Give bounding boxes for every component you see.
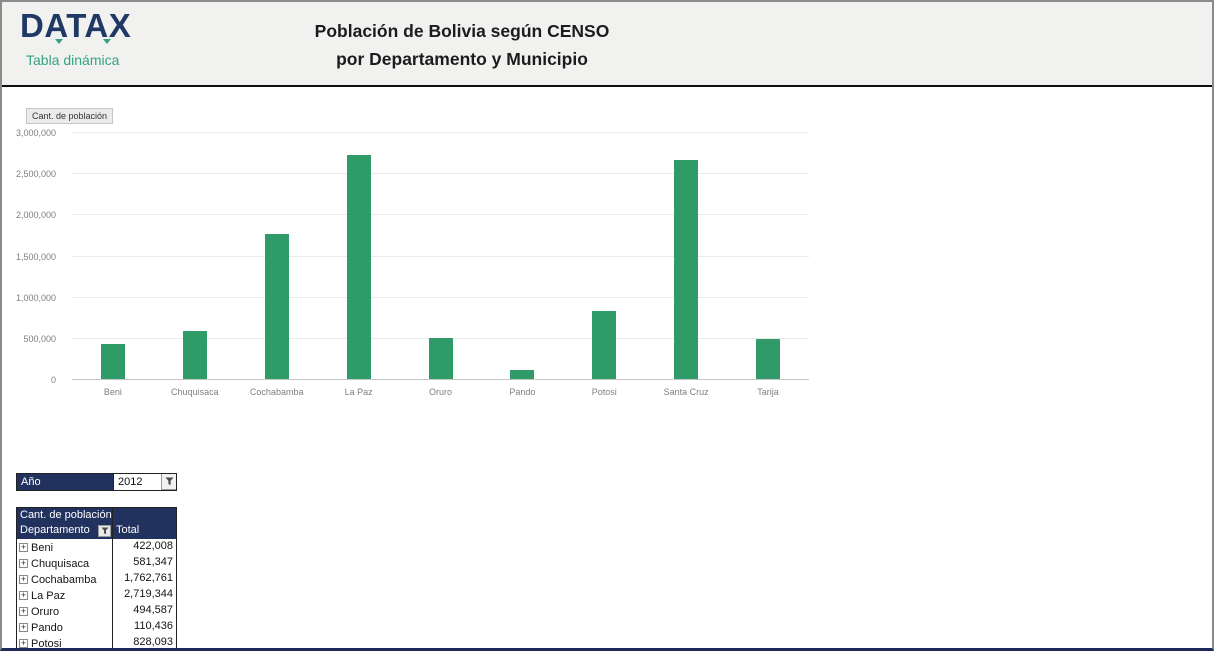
year-filter: Año 2012: [16, 473, 177, 491]
logo-tagline: Tabla dinámica: [26, 52, 120, 68]
chart-plot-area: [72, 132, 809, 380]
expand-plus-icon[interactable]: [19, 559, 28, 568]
department-total: 422,008: [112, 539, 176, 555]
row-header-label: Departamento: [20, 524, 90, 536]
department-total: 1,762,761: [112, 571, 176, 587]
expand-plus-icon[interactable]: [19, 607, 28, 616]
table-row: Chuquisaca 581,347: [17, 555, 176, 571]
chart-bar-potosi: [592, 310, 617, 379]
chart-bar-pando: [510, 369, 535, 379]
department-total: 494,587: [112, 603, 176, 619]
x-axis-line: [72, 379, 809, 380]
logo-text: DATAX: [20, 7, 132, 44]
page-title: Población de Bolivia según CENSO por Dep…: [212, 17, 712, 73]
pivot-table-title-row: Cant. de población: [17, 508, 176, 524]
department-total: 110,436: [112, 619, 176, 635]
expand-plus-icon[interactable]: [19, 623, 28, 632]
year-filter-label: Año: [17, 474, 113, 490]
department-total: 828,093: [112, 635, 176, 648]
gridline: [72, 255, 809, 257]
pivot-chart: Cant. de población 0 500,000 1,000,000 1,50…: [2, 89, 832, 419]
department-name: La Paz: [31, 589, 66, 602]
pivot-table-title: Cant. de población: [20, 509, 112, 521]
y-axis-tick-label: 1,500,000: [15, 251, 56, 262]
table-row: Pando 110,436: [17, 619, 176, 635]
logo-accent-icon: [103, 39, 111, 44]
filter-funnel-icon: [100, 527, 109, 535]
department-name: Beni: [31, 541, 54, 554]
department-cell: Pando: [17, 619, 112, 635]
gridline: [72, 132, 809, 133]
department-cell: La Paz: [17, 587, 112, 603]
department-name: Pando: [31, 621, 63, 634]
title-line-1: Población de Bolivia según CENSO: [314, 21, 610, 41]
department-cell: Potosi: [17, 635, 112, 650]
y-axis-tick-label: 1,000,000: [15, 292, 56, 303]
department-name: Chuquisaca: [31, 557, 90, 570]
x-axis-label: La Paz: [344, 387, 373, 397]
chart-bar-tarija: [756, 339, 781, 379]
table-row: Potosi 828,093: [17, 635, 176, 650]
department-cell: Chuquisaca: [17, 555, 112, 571]
pivot-table-body: Beni 422,008 Chuquisaca 581,347 Cochabamba 1,…: [17, 539, 176, 650]
chart-bar-beni: [100, 344, 125, 379]
department-cell: Oruro: [17, 603, 112, 619]
expand-plus-icon[interactable]: [19, 575, 28, 584]
department-name: Cochabamba: [31, 573, 97, 586]
year-filter-value-text: 2012: [118, 476, 143, 488]
expand-plus-icon[interactable]: [19, 543, 28, 552]
chart-field-button[interactable]: Cant. de población: [26, 108, 114, 124]
expand-plus-icon[interactable]: [19, 639, 28, 648]
y-axis-tick-label: 2,500,000: [15, 169, 56, 180]
title-line-2: por Departamento y Municipio: [336, 49, 588, 69]
year-filter-dropdown-button[interactable]: [161, 474, 176, 490]
pivot-table: Cant. de población Departamento Total Be…: [16, 507, 177, 650]
chart-bar-oruro: [428, 338, 453, 379]
x-axis-label: Cochabamba: [249, 387, 304, 397]
filter-funnel-icon: [165, 477, 173, 486]
x-axis-label: Santa Cruz: [663, 387, 709, 397]
department-total: 581,347: [112, 555, 176, 571]
chart-bar-la-paz: [346, 155, 371, 379]
department-name: Oruro: [31, 605, 60, 618]
chart-bar-chuquisaca: [182, 331, 207, 379]
table-row: Oruro 494,587: [17, 603, 176, 619]
table-row: Cochabamba 1,762,761: [17, 571, 176, 587]
x-axis-label: Tarija: [757, 387, 779, 397]
x-axis-label: Pando: [509, 387, 536, 397]
pivot-table-header-row: Departamento Total: [17, 524, 176, 539]
table-row: Beni 422,008: [17, 539, 176, 555]
chart-bar-cochabamba: [264, 233, 289, 379]
gridline: [72, 173, 809, 175]
department-cell: Beni: [17, 539, 112, 555]
logo-accent-icon: [55, 39, 63, 44]
department-cell: Cochabamba: [17, 571, 112, 587]
pivot-table-title-spacer: [112, 508, 176, 524]
y-axis-tick-label: 3,000,000: [15, 128, 56, 138]
x-axis-label: Potosi: [591, 387, 617, 397]
gridline: [72, 214, 809, 216]
value-header-cell: Total: [112, 524, 176, 539]
department-name: Potosi: [31, 637, 62, 650]
header-band: DATAX Tabla dinámica Población de Bolivi…: [2, 2, 1212, 87]
logo: DATAX Tabla dinámica: [20, 8, 190, 80]
y-axis-tick-label: 2,000,000: [15, 210, 56, 221]
y-axis-tick-label: 0: [50, 375, 56, 385]
y-axis-tick-label: 500,000: [23, 333, 56, 344]
table-row: La Paz 2,719,344: [17, 587, 176, 603]
year-filter-value: 2012: [113, 474, 176, 490]
expand-plus-icon[interactable]: [19, 591, 28, 600]
x-axis-label: Chuquisaca: [171, 387, 219, 397]
x-axis-label: Beni: [103, 387, 122, 397]
row-header-cell: Departamento: [17, 524, 112, 539]
department-total: 2,719,344: [112, 587, 176, 603]
gridline: [72, 296, 809, 298]
chart-bar-santa-cruz: [674, 160, 699, 379]
departamento-filter-dropdown-button[interactable]: [98, 525, 111, 537]
x-axis-label: Oruro: [428, 387, 452, 397]
